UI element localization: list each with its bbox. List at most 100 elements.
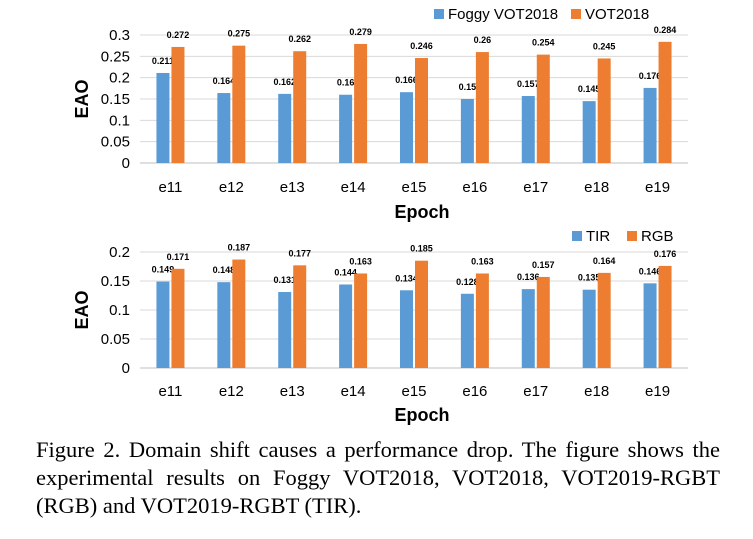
x-axis-title: Epoch — [394, 405, 449, 425]
bar-e15-series-1 — [400, 92, 413, 163]
data-label: 0.272 — [167, 30, 190, 40]
bar-e14-series-1 — [339, 94, 353, 163]
x-tick-label: e15 — [401, 383, 426, 400]
y-tick-label: 0 — [122, 360, 130, 377]
data-label: 0.171 — [167, 252, 190, 262]
chart-1: 0 0.05 0.1 0.15 0.2 0.25 0.3 0.211 0.164 0.162 0.1… — [72, 6, 688, 222]
x-tick-label: e11 — [158, 383, 182, 400]
figure-caption: Figure 2. Domain shift causes a performa… — [36, 437, 720, 518]
data-label: 0.185 — [410, 244, 433, 254]
x-tick-label: e17 — [523, 179, 548, 196]
data-label: 0.176 — [639, 71, 662, 81]
data-label: 0.279 — [349, 27, 372, 37]
data-label: 0.26 — [474, 35, 492, 45]
bar-e15-series-2 — [415, 58, 428, 163]
bar-e13-series-2 — [293, 51, 307, 163]
bar-e14-series-2 — [354, 43, 368, 163]
x-tick-label: e17 — [523, 383, 548, 400]
data-label: 0.145 — [578, 84, 601, 94]
data-label: 0.177 — [288, 248, 311, 258]
x-tick-label: e18 — [584, 383, 609, 400]
data-label: 0.157 — [517, 79, 540, 89]
legend-label: RGB — [641, 228, 674, 245]
data-label: 0.157 — [532, 260, 555, 270]
data-label: 0.131 — [273, 275, 296, 285]
bar-e13-series-1 — [278, 292, 292, 368]
y-tick-label: 0.2 — [109, 70, 130, 87]
bar-e11-series-2 — [171, 46, 185, 163]
bar-e13-series-2 — [293, 265, 307, 368]
bar-e18-series-1 — [582, 289, 596, 368]
data-label: 0.246 — [410, 41, 433, 51]
x-axis-title: Epoch — [394, 202, 449, 222]
bar-e18-series-1 — [582, 101, 596, 163]
bar-e15-series-1 — [400, 290, 413, 368]
bar-e18-series-2 — [597, 58, 611, 163]
bar-e17-series-2 — [536, 54, 550, 164]
data-label: 0.163 — [471, 256, 494, 266]
bar-e12-series-2 — [232, 45, 246, 163]
bar-e17-series-1 — [521, 96, 535, 163]
data-label: 0.15 — [459, 82, 477, 92]
data-label: 0.144 — [334, 267, 357, 277]
legend-swatch — [434, 9, 444, 19]
y-tick-label: 0 — [122, 155, 130, 172]
y-tick-label: 0.25 — [101, 48, 130, 65]
data-label: 0.163 — [349, 256, 372, 266]
y-tick-label: 0.3 — [109, 27, 130, 44]
data-label: 0.149 — [152, 265, 175, 275]
bar-e17-series-1 — [521, 289, 535, 368]
bar-e11-series-2 — [171, 268, 185, 368]
chart-2: 0 0.05 0.1 0.15 0.2 0.149 0.148 0.131 0.144 0.134… — [72, 228, 688, 425]
data-label: 0.245 — [593, 41, 616, 51]
bar-e16-series-1 — [460, 99, 474, 163]
bar-e11-series-1 — [156, 281, 170, 368]
bar-e19-series-2 — [658, 265, 672, 368]
data-label: 0.275 — [228, 29, 251, 39]
data-label: 0.135 — [578, 273, 601, 283]
data-label: 0.164 — [213, 76, 236, 86]
legend-swatch — [627, 231, 637, 241]
x-tick-label: e11 — [158, 179, 182, 196]
data-label: 0.211 — [152, 56, 174, 66]
bar-e14-series-2 — [354, 273, 368, 368]
y-tick-label: 0.05 — [101, 331, 130, 348]
data-label: 0.136 — [517, 272, 540, 282]
bar-e17-series-2 — [536, 276, 550, 368]
y-axis-title: EAO — [72, 79, 92, 118]
bar-charts: 0 0.05 0.1 0.15 0.2 0.25 0.3 0.211 0.164 0.162 0.1… — [72, 6, 688, 425]
x-tick-label: e19 — [645, 179, 670, 196]
data-label: 0.146 — [639, 266, 662, 276]
data-label: 0.166 — [395, 75, 418, 85]
bar-e12-series-1 — [217, 93, 231, 163]
bar-e16-series-2 — [475, 273, 489, 368]
x-tick-label: e13 — [280, 179, 305, 196]
data-label: 0.284 — [654, 25, 677, 35]
x-tick-label: e16 — [462, 179, 487, 196]
bar-e16-series-2 — [475, 52, 489, 163]
x-tick-label: e12 — [219, 383, 244, 400]
data-label: 0.162 — [273, 77, 296, 87]
legend-label: Foggy VOT2018 — [448, 6, 558, 23]
x-tick-label: e15 — [401, 179, 426, 196]
x-tick-label: e14 — [341, 383, 366, 400]
y-tick-label: 0.1 — [109, 112, 130, 129]
x-tick-label: e14 — [341, 179, 366, 196]
data-label: 0.254 — [532, 38, 555, 48]
data-label: 0.164 — [593, 256, 616, 266]
bar-e14-series-1 — [339, 284, 353, 368]
data-label: 0.148 — [213, 265, 236, 275]
legend-label: TIR — [586, 228, 610, 245]
bar-e19-series-1 — [643, 283, 657, 368]
data-label: 0.262 — [288, 34, 311, 44]
legend-label: VOT2018 — [585, 6, 649, 23]
y-axis-title: EAO — [72, 290, 92, 329]
bar-e15-series-2 — [415, 260, 428, 368]
bar-e19-series-1 — [643, 87, 657, 163]
y-tick-label: 0.15 — [101, 273, 130, 290]
x-tick-label: e19 — [645, 383, 670, 400]
y-tick-label: 0.15 — [101, 91, 130, 108]
data-label: 0.187 — [228, 243, 251, 253]
x-tick-label: e12 — [219, 179, 244, 196]
data-label: 0.134 — [395, 273, 418, 283]
